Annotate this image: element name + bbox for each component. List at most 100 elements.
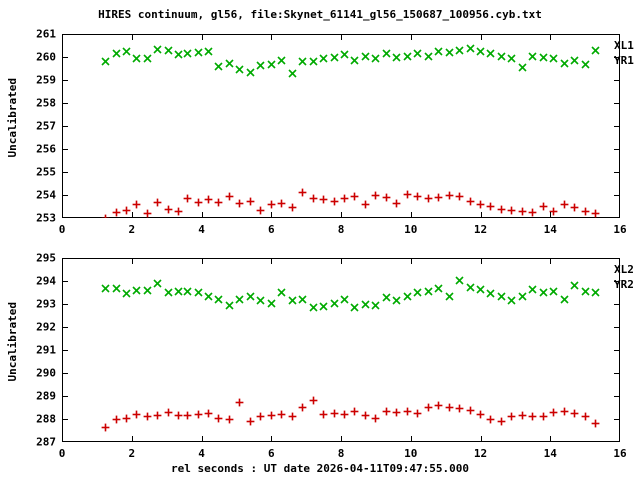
data-point-xl1 (340, 188, 349, 203)
panel-1-xtick-mark (480, 34, 482, 40)
data-point-yr1 (122, 41, 131, 56)
panel-2-ytick-mark (62, 350, 68, 351)
data-point-yr2 (518, 286, 527, 301)
data-point-xl1 (350, 186, 359, 201)
data-point-xl2 (246, 411, 255, 426)
data-point-xl2 (277, 404, 286, 419)
data-point-xl2 (330, 403, 339, 418)
data-point-xl1 (143, 203, 152, 218)
data-point-xl2 (153, 405, 162, 420)
data-point-xl2 (101, 417, 110, 432)
data-point-xl1 (507, 200, 516, 215)
data-point-xl1 (309, 188, 318, 203)
data-point-xl2 (214, 408, 223, 422)
data-point-yr2 (246, 286, 255, 301)
panel-2-ytick-label: 294 (36, 274, 56, 288)
data-point-yr2 (256, 290, 265, 305)
data-point-yr1 (193, 42, 203, 57)
panel-1-ytick-label: 257 (36, 119, 56, 133)
panel-1-xtick-mark (550, 212, 552, 218)
data-point-xl2 (122, 408, 131, 422)
data-point-xl2 (528, 406, 537, 421)
data-point-xl2 (466, 400, 475, 414)
data-point-xl1 (153, 192, 162, 207)
panel-2-xtick-label: 10 (404, 447, 418, 460)
panel-1-xtick-label: 16 (613, 223, 627, 236)
data-point-xl1 (235, 193, 244, 208)
data-point-xl2 (132, 404, 141, 419)
data-point-xl2 (371, 408, 380, 422)
data-point-xl1 (101, 208, 110, 218)
panel-1-xtick-label: 4 (198, 223, 205, 236)
data-point-yr1 (476, 41, 485, 56)
data-point-yr1 (497, 46, 506, 61)
panel-1-ytick-mark (62, 103, 68, 104)
data-point-xl1 (246, 191, 255, 205)
data-point-yr2 (214, 289, 224, 304)
data-point-yr2 (143, 280, 152, 295)
data-point-yr2 (319, 296, 328, 311)
data-point-xl2 (434, 395, 443, 410)
panel-1-xtick-mark (410, 212, 412, 218)
data-point-yr2 (403, 286, 412, 301)
data-point-xl2 (267, 405, 276, 420)
panel-1-xtick-label: 14 (543, 223, 557, 236)
panel-2-xtick-mark (480, 436, 482, 442)
data-point-yr1 (549, 48, 558, 63)
data-point-xl2 (403, 401, 412, 416)
data-point-yr1 (518, 57, 527, 72)
data-point-yr2 (329, 293, 339, 308)
data-point-yr2 (476, 279, 485, 294)
data-point-yr1 (413, 43, 422, 58)
data-point-xl2 (340, 404, 349, 419)
data-point-xl2 (112, 409, 121, 424)
panel-1-ytick-mark (62, 126, 68, 127)
data-point-xl2 (298, 397, 307, 412)
data-point-yr1 (256, 55, 265, 70)
panel-1-ytick-mark (614, 57, 620, 58)
data-point-xl1 (591, 203, 600, 218)
data-point-xl1 (382, 187, 391, 202)
panel-1-frame (62, 34, 620, 218)
panel-2-xtick-label: 8 (337, 447, 345, 460)
panel-2-xtick-mark (341, 436, 342, 442)
data-point-yr2 (225, 295, 234, 310)
panel-2-xtick-mark (271, 436, 273, 442)
data-point-xl2 (560, 401, 569, 416)
data-point-xl2 (256, 406, 265, 421)
panel-2-xtick-mark (550, 258, 552, 264)
panel-2-ytick-mark (614, 281, 620, 282)
data-point-xl2 (288, 406, 297, 421)
data-point-yr1 (319, 48, 328, 63)
panel-1-xtick-label: 0 (58, 223, 66, 236)
legend-label: YR1 (614, 54, 634, 67)
panel-1-ytick-mark (62, 195, 68, 196)
data-point-yr2 (350, 297, 360, 312)
data-point-yr1 (570, 50, 579, 65)
data-point-yr1 (371, 48, 380, 63)
panel-1-xtick-mark (480, 212, 482, 218)
data-point-yr2 (193, 282, 203, 297)
panel-2-xtick-label: 12 (473, 447, 488, 460)
panel-2-xtick-mark (131, 258, 133, 264)
data-point-yr2 (183, 281, 192, 296)
panel-2-ytick-label: 287 (36, 435, 56, 449)
panel-2-xtick-label: 6 (267, 447, 275, 460)
panel-1-ytick-mark (62, 57, 68, 58)
panel-1-ytick-label: 253 (36, 211, 56, 225)
panel-1-xtick-label: 2 (128, 223, 136, 236)
data-point-yr1 (382, 43, 391, 58)
x-axis-label: rel seconds : UT date 2026-04-11T09:47:5… (170, 462, 469, 475)
data-point-xl1 (560, 194, 569, 209)
panel-1-xtick-mark (201, 34, 203, 40)
data-point-xl1 (267, 194, 276, 209)
data-point-xl1 (455, 186, 464, 201)
data-point-yr1 (486, 43, 496, 58)
data-point-yr2 (392, 290, 401, 305)
data-point-yr1 (350, 50, 360, 65)
panel-1-ytick-label: 254 (36, 188, 56, 202)
data-point-yr2 (455, 270, 464, 285)
data-point-xl2 (143, 406, 152, 421)
panel-1: XL1 YR1 253 254 255 256 257 258 259 260 261 0 2 4 6 8 1… (36, 28, 634, 237)
